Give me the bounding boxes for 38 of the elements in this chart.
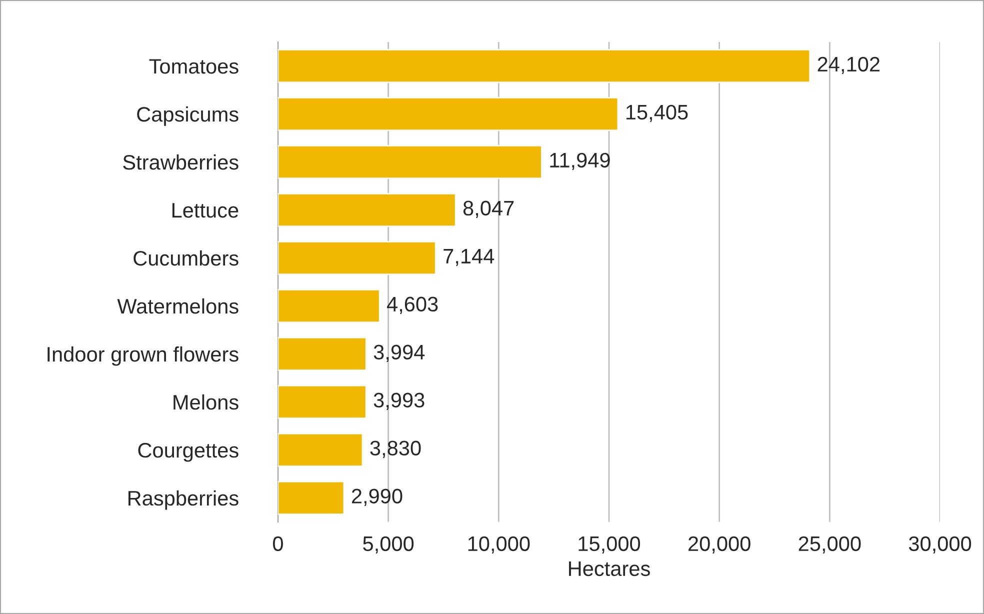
data-label: 3,830 [370,440,421,458]
y-tick-label: Watermelons [117,298,238,314]
bar [278,480,345,515]
x-tick-label: 15,000 [578,536,640,554]
data-label: 4,603 [386,296,438,314]
x-tick-label: 25,000 [798,536,861,554]
y-tick-label: Strawberries [123,154,238,170]
bar [278,192,456,227]
bar [278,288,380,323]
x-axis-title: Hectares [569,562,650,576]
data-label: 11,949 [550,152,610,170]
data-label: 8,047 [463,200,514,218]
bar [278,336,367,371]
data-label: 24,102 [818,56,880,74]
y-tick-label: Indoor grown flowers [48,346,238,366]
y-tick-label: Courgettes [138,442,238,462]
y-tick-label: Melons [174,394,238,410]
bar [278,96,619,131]
x-tick-label: 5,000 [363,536,414,554]
data-label: 7,144 [444,249,494,266]
data-label: 3,994 [374,344,425,362]
y-tick-label: Capsicums [137,106,238,126]
x-tick-label: 20,000 [688,536,750,554]
data-label: 15,405 [626,104,688,122]
bar [278,384,367,419]
data-label: 2,990 [352,488,402,506]
bar [278,48,811,84]
x-tick-label: 30,000 [908,536,972,554]
bar [278,432,364,467]
y-tick-label: Lettuce [172,203,238,218]
x-tick-label: 10,000 [468,536,530,554]
y-tick-label: Raspberries [128,490,238,510]
bar [278,144,542,179]
y-tick-label: Cucumbers [134,250,238,266]
data-label: 3,993 [374,392,424,410]
x-tick-label: 0 [273,536,283,552]
bar [278,240,436,275]
y-tick-label: Tomatoes [149,59,238,74]
